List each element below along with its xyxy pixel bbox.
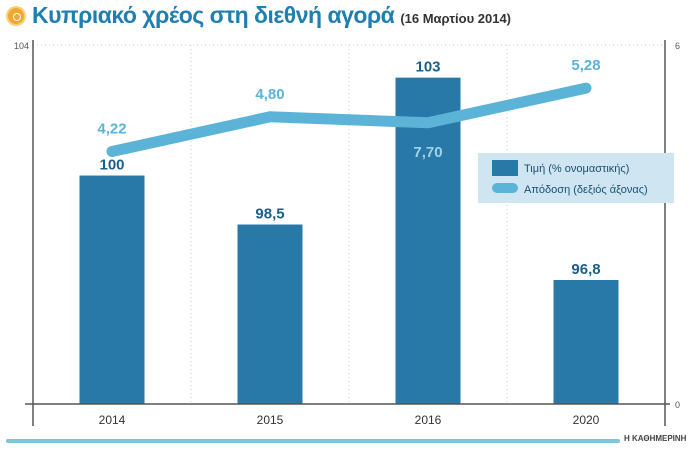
bar-2020: [553, 279, 619, 404]
x-tick-label: 2015: [257, 413, 284, 427]
chart-title: Κυπριακό χρέος στη διεθνή αγορά: [32, 2, 395, 28]
source-label: Η ΚΑΘΗΜΕΡΙΝΗ: [624, 434, 687, 443]
line-data-label: 4,80: [255, 86, 284, 103]
bar-2015: [237, 224, 303, 404]
legend-bar-label: Τιμή (% ονομαστικής): [524, 163, 629, 175]
right-axis-tick-label: 6: [675, 41, 680, 51]
chart-subtitle: (16 Μαρτίου 2014): [400, 11, 512, 26]
line-data-label: 4,22: [97, 121, 126, 138]
legend-line-swatch: [492, 183, 518, 193]
chart-header: Κυπριακό χρέος στη διεθνή αγορά (16 Μαρτ…: [6, 2, 511, 29]
footer-divider: [6, 439, 620, 443]
x-tick-label: 2016: [415, 413, 442, 427]
bar-data-label: 96,8: [571, 261, 600, 278]
bar-data-label: 98,5: [255, 206, 284, 223]
logo-icon: [6, 5, 26, 26]
legend-bar-swatch: [492, 160, 518, 176]
bar-2014: [79, 175, 145, 404]
legend-line-label: Απόδοση (δεξιός άξονας): [524, 184, 648, 196]
left-axis-tick-label: 104: [14, 41, 29, 51]
line-data-label: 7,70: [413, 144, 442, 161]
right-axis-tick-label: 0: [675, 400, 680, 410]
bar-data-label: 103: [415, 59, 440, 76]
x-tick-label: 2014: [99, 413, 126, 427]
bar-data-label: 100: [99, 157, 124, 174]
line-data-label: 5,28: [571, 57, 600, 74]
x-tick-label: 2020: [573, 413, 600, 427]
bar-2016: [395, 77, 461, 405]
yield-line: [106, 82, 592, 158]
